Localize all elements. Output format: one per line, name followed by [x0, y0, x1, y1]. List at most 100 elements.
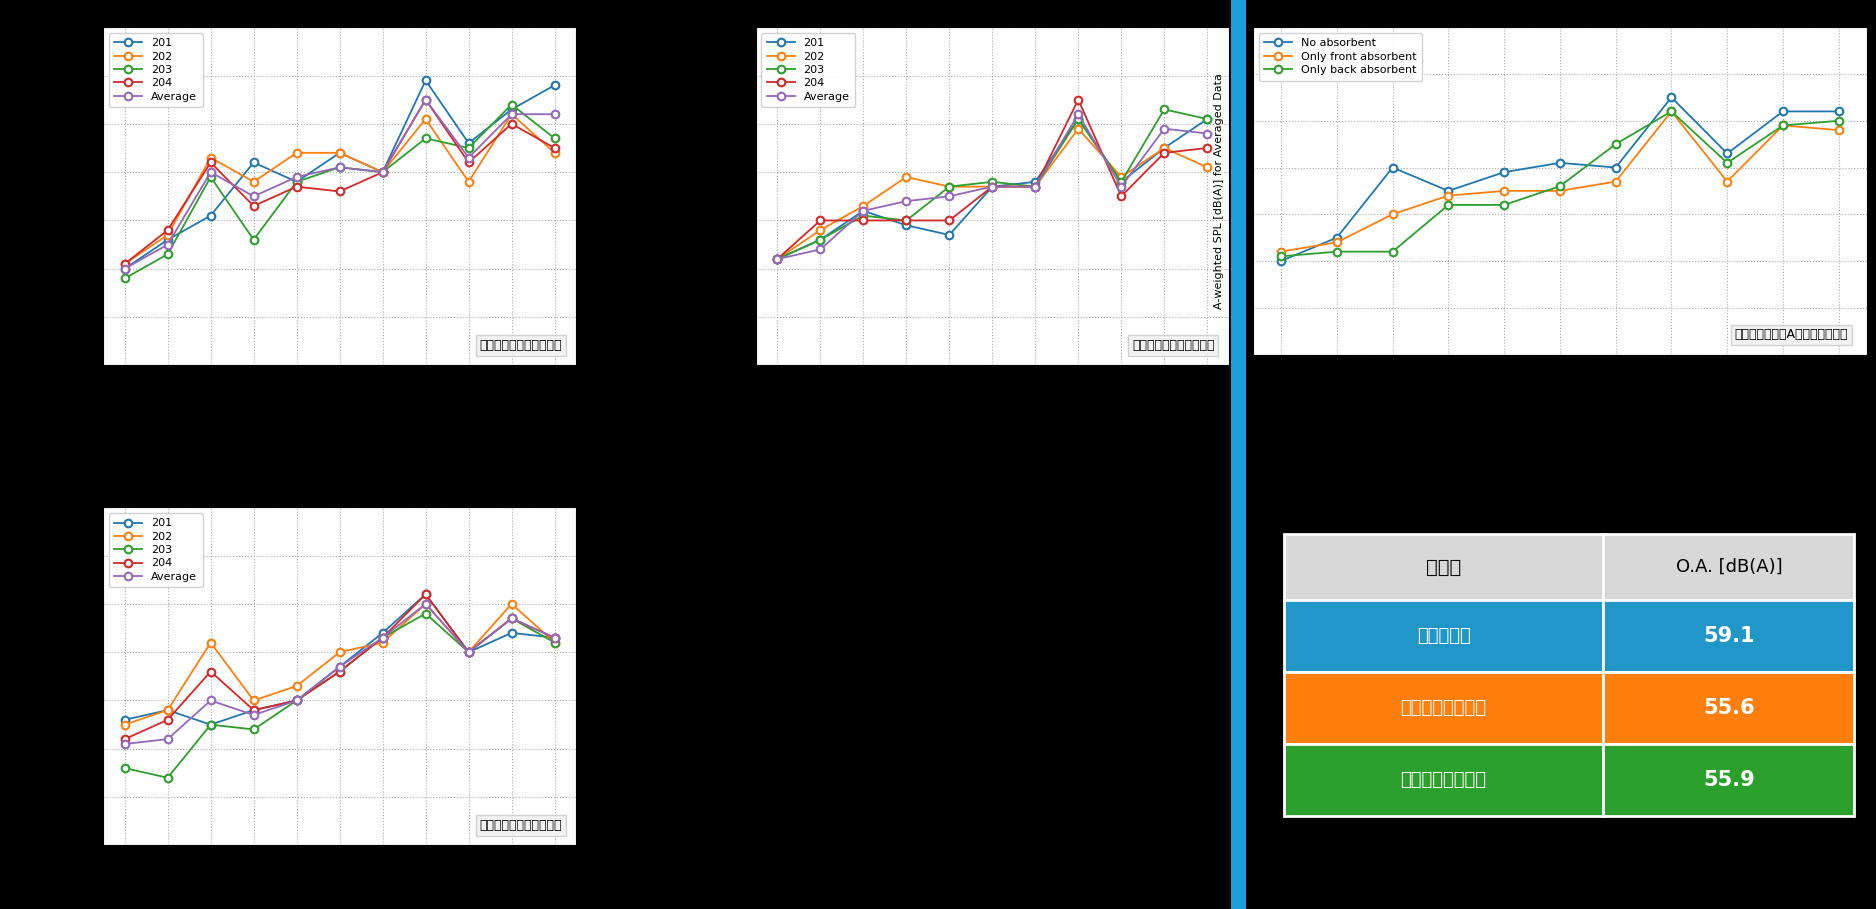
203 [285, 695, 308, 706]
Line: 202: 202 [120, 110, 559, 268]
Line: 203: 203 [120, 610, 559, 782]
204 [199, 157, 221, 168]
Text: 59.1: 59.1 [1703, 626, 1754, 646]
203 [199, 719, 221, 730]
Line: 203: 203 [773, 105, 1212, 263]
Average [1197, 128, 1219, 139]
203 [328, 666, 351, 677]
Line: Only back absorbent: Only back absorbent [1278, 107, 1842, 260]
201 [501, 627, 523, 638]
Average [242, 191, 265, 202]
203 [544, 133, 567, 144]
Average [852, 205, 874, 216]
Y-axis label: A-weighted SPL [dB(A)] for Averaged Data: A-weighted SPL [dB(A)] for Averaged Data [1214, 73, 1225, 309]
Average [285, 695, 308, 706]
204 [242, 704, 265, 715]
203 [371, 633, 394, 644]
Text: 現行モデル: 現行モデル [1416, 627, 1471, 645]
Only front absorbent [1827, 125, 1850, 135]
201 [113, 714, 135, 725]
Line: 202: 202 [120, 600, 559, 728]
202 [328, 147, 351, 158]
Average [809, 244, 831, 255]
Average [1154, 124, 1176, 135]
203 [1197, 114, 1219, 125]
203 [458, 143, 480, 154]
Average [458, 152, 480, 163]
Text: 55.9: 55.9 [1703, 770, 1754, 790]
Only back absorbent [1493, 199, 1516, 210]
Line: Average: Average [773, 110, 1212, 263]
202 [544, 147, 567, 158]
Average [1067, 109, 1090, 120]
Line: 201: 201 [120, 76, 559, 273]
Only back absorbent [1326, 246, 1349, 257]
202 [415, 598, 437, 609]
No absorbent [1771, 106, 1793, 117]
Average [938, 191, 961, 202]
203 [1024, 181, 1047, 192]
201 [501, 104, 523, 115]
202 [981, 181, 1004, 192]
203 [371, 166, 394, 177]
Line: 204: 204 [773, 95, 1212, 263]
204 [199, 666, 221, 677]
203 [285, 176, 308, 187]
203 [156, 773, 178, 784]
201 [415, 75, 437, 85]
Only back absorbent [1717, 157, 1739, 168]
Only front absorbent [1493, 185, 1516, 196]
Average [371, 166, 394, 177]
202 [809, 225, 831, 235]
Average [371, 633, 394, 644]
204 [1024, 181, 1047, 192]
201 [544, 633, 567, 644]
203 [501, 99, 523, 110]
Text: 各対策案の平均A特性音圧レベル: 各対策案の平均A特性音圧レベル [1735, 328, 1848, 342]
No absorbent [1437, 185, 1460, 196]
Legend: 201, 202, 203, 204, Average: 201, 202, 203, 204, Average [109, 513, 203, 587]
201 [242, 704, 265, 715]
202 [371, 637, 394, 648]
203 [1111, 176, 1133, 187]
201 [285, 176, 308, 187]
No absorbent [1381, 162, 1403, 173]
Line: Average: Average [120, 95, 559, 273]
Text: 前部開口のみ吸音材設置: 前部開口のみ吸音材設置 [1131, 339, 1214, 352]
Line: 201: 201 [120, 591, 559, 728]
Only back absorbent [1548, 181, 1570, 192]
203 [1067, 114, 1090, 125]
X-axis label: 1/3 Octave Band Center Frequency [Hz]: 1/3 Octave Band Center Frequency [Hz] [882, 391, 1103, 401]
Average [895, 195, 917, 206]
201 [765, 254, 788, 265]
No absorbent [1604, 162, 1626, 173]
202 [242, 695, 265, 706]
202 [1197, 162, 1219, 173]
202 [544, 637, 567, 648]
202 [242, 176, 265, 187]
Average [1024, 181, 1047, 192]
202 [156, 229, 178, 240]
Only back absorbent [1270, 251, 1293, 262]
No absorbent [1270, 255, 1293, 266]
203 [938, 181, 961, 192]
202 [1067, 124, 1090, 135]
203 [809, 235, 831, 245]
Only front absorbent [1437, 190, 1460, 201]
204 [415, 589, 437, 600]
202 [1111, 172, 1133, 183]
202 [113, 719, 135, 730]
202 [285, 147, 308, 158]
Y-axis label: A-weighted SPL [dB(A)] for Only front absorbent: A-weighted SPL [dB(A)] for Only front ab… [717, 62, 728, 331]
201 [328, 147, 351, 158]
202 [371, 166, 394, 177]
Average [1111, 181, 1133, 192]
Average [501, 613, 523, 624]
Average [765, 254, 788, 265]
202 [501, 598, 523, 609]
204 [1111, 191, 1133, 202]
Average [981, 181, 1004, 192]
Line: 204: 204 [120, 95, 559, 268]
201 [113, 264, 135, 275]
204 [458, 646, 480, 657]
